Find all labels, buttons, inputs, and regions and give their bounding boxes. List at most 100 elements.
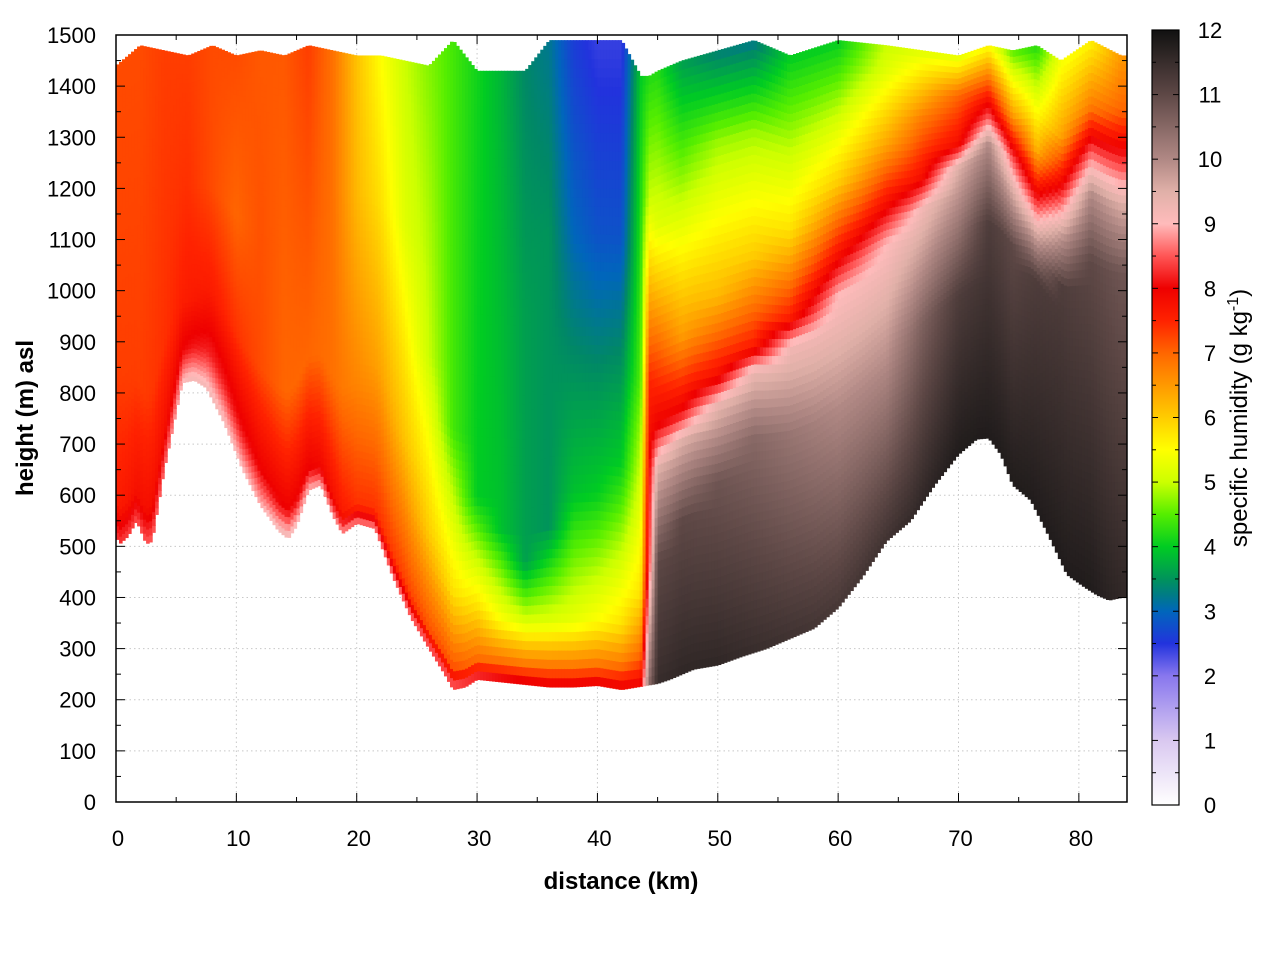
humidity-cell (125, 324, 129, 333)
humidity-cell (119, 109, 123, 118)
humidity-cell (149, 245, 153, 253)
humidity-cell (125, 200, 129, 209)
humidity-cell (146, 323, 150, 332)
humidity-cell (143, 349, 147, 358)
humidity-cell (119, 536, 123, 544)
humidity-cell (137, 265, 141, 274)
humidity-cell (119, 391, 123, 400)
humidity-cell (128, 286, 132, 295)
humidity-cell (140, 296, 144, 304)
humidity-cell (131, 419, 135, 427)
humidity-cell (125, 152, 129, 161)
humidity-cell (134, 468, 138, 476)
humidity-cell (167, 413, 171, 421)
humidity-cell (158, 113, 162, 121)
humidity-cell (125, 297, 129, 305)
humidity-cell (155, 301, 159, 309)
humidity-cell (155, 348, 159, 356)
humidity-cell (128, 136, 132, 144)
humidity-cell (122, 237, 126, 246)
humidity-cell (143, 497, 147, 506)
humidity-cell (122, 141, 126, 150)
humidity-cell (134, 224, 138, 233)
humidity-cell (119, 268, 123, 276)
humidity-cell (164, 427, 168, 434)
humidity-cell (119, 474, 123, 482)
humidity-cell (116, 295, 120, 303)
humidity-cell (164, 432, 168, 440)
humidity-cell (134, 420, 138, 429)
humidity-cell (161, 233, 165, 241)
humidity-cell (128, 451, 132, 459)
humidity-cell (149, 365, 153, 373)
humidity-cell (158, 68, 162, 76)
humidity-cell (146, 380, 150, 388)
humidity-cell (140, 170, 144, 179)
humidity-cell (146, 387, 150, 395)
humidity-cell (149, 506, 153, 515)
humidity-cell (164, 174, 168, 181)
humidity-cell (128, 156, 132, 165)
humidity-cell (140, 477, 144, 485)
humidity-cell (119, 398, 123, 407)
humidity-cell (143, 81, 147, 90)
humidity-cell (146, 394, 150, 402)
humidity-cell (155, 121, 159, 130)
humidity-cell (116, 84, 120, 93)
humidity-cell (140, 512, 144, 520)
humidity-cell (299, 505, 304, 514)
humidity-cell (152, 172, 156, 181)
humidity-cell (131, 153, 135, 162)
humidity-cell (134, 62, 138, 70)
humidity-cell (143, 533, 147, 541)
humidity-cell (137, 395, 141, 404)
humidity-cell (137, 436, 141, 445)
humidity-cell (143, 455, 147, 464)
humidity-cell (155, 474, 159, 482)
humidity-cell (164, 85, 168, 93)
humidity-cell (140, 324, 144, 332)
humidity-cell (149, 442, 153, 451)
humidity-cell (152, 393, 156, 402)
humidity-cell (152, 144, 156, 153)
humidity-cell (125, 111, 129, 120)
humidity-cell (116, 247, 120, 255)
humidity-cell (125, 84, 129, 92)
humidity-cell (125, 56, 129, 65)
humidity-cell (137, 238, 141, 246)
humidity-cell (164, 127, 168, 134)
humidity-cell (116, 457, 120, 466)
humidity-cell (119, 515, 123, 523)
humidity-cell (125, 159, 129, 168)
humidity-cell (155, 467, 159, 476)
humidity-cell (152, 359, 156, 367)
humidity-cell (146, 422, 150, 431)
humidity-cell (161, 166, 165, 174)
humidity-cell (119, 432, 123, 441)
humidity-cell (146, 181, 150, 190)
humidity-cell (161, 190, 165, 198)
humidity-cell (131, 72, 135, 80)
humidity-cell (128, 314, 132, 322)
humidity-cell (116, 532, 120, 540)
humidity-cell (140, 143, 144, 151)
humidity-cell (119, 68, 123, 77)
humidity-cell (116, 301, 120, 310)
humidity-cell (116, 518, 120, 527)
humidity-cell (161, 147, 165, 155)
humidity-cell (155, 387, 159, 396)
humidity-cell (128, 430, 132, 439)
humidity-cell (137, 156, 141, 164)
humidity-cell (116, 383, 120, 391)
humidity-cell (158, 362, 162, 370)
humidity-cell (119, 171, 123, 180)
humidity-cell (131, 58, 135, 66)
humidity-cell (125, 63, 129, 72)
humidity-cell (161, 380, 165, 388)
humidity-cell (164, 438, 168, 446)
humidity-cell (131, 255, 135, 264)
humidity-cell (152, 449, 156, 457)
humidity-cell (119, 295, 123, 303)
humidity-cell (131, 425, 135, 434)
humidity-cell (152, 131, 156, 139)
